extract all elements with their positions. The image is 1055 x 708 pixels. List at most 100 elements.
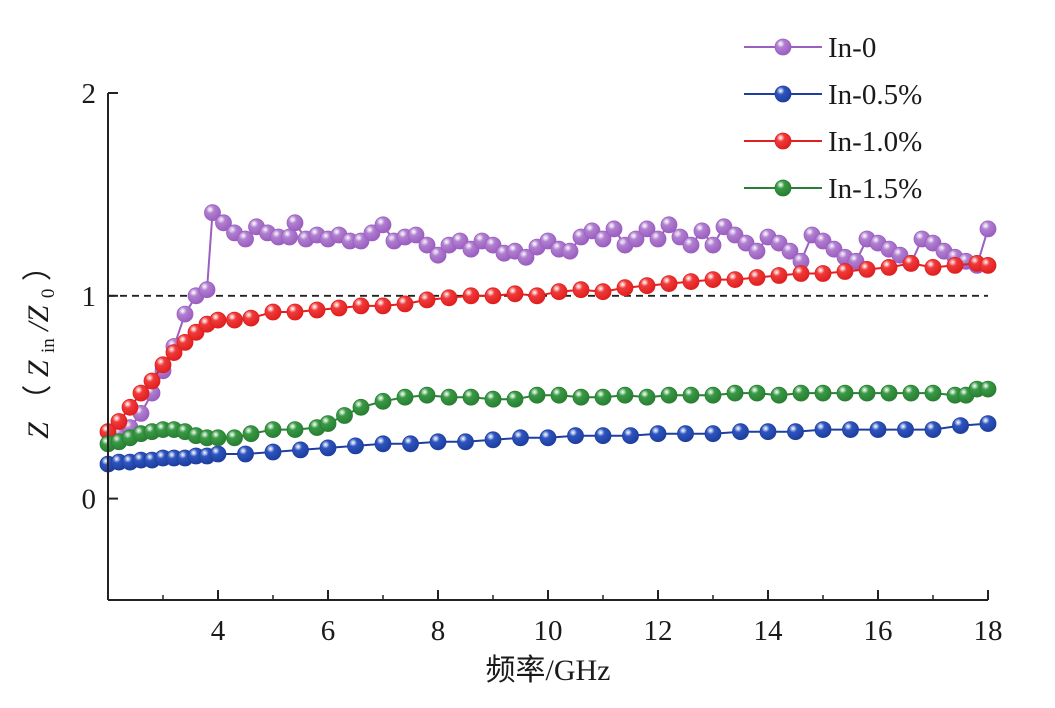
data-point-in-1-0	[374, 297, 392, 315]
data-point-in-1-5	[726, 384, 744, 402]
data-point-in-1-0	[660, 275, 678, 293]
data-point-in-1-0	[462, 287, 480, 305]
data-point-in-0-5	[979, 415, 997, 433]
x-tick-label: 16	[864, 615, 893, 647]
y-axis-symbol: Z	[22, 422, 55, 439]
data-point-in-1-5	[748, 384, 766, 402]
data-point-in-0	[682, 236, 700, 254]
data-point-in-1-0	[979, 256, 997, 274]
data-point-in-0	[561, 242, 579, 260]
data-point-in-1-5	[792, 384, 810, 402]
x-tick-label: 4	[211, 615, 226, 647]
legend-item-in-0: In-0	[744, 32, 876, 64]
data-point-in-0-5	[842, 421, 859, 439]
data-point-in-1-5	[242, 425, 260, 443]
data-point-in-0-5	[457, 433, 474, 451]
series-layer	[99, 204, 997, 473]
data-point-in-1-0	[506, 285, 524, 303]
data-point-in-1-5	[836, 384, 854, 402]
data-point-in-1-5	[770, 386, 788, 404]
data-point-in-1-5	[336, 407, 353, 424]
data-point-in-1-0	[121, 398, 139, 416]
data-point-in-1-5	[572, 388, 590, 406]
data-point-in-1-5	[814, 384, 832, 402]
data-point-in-1-0	[352, 297, 370, 315]
data-point-in-1-0	[132, 384, 150, 402]
data-point-in-0	[627, 230, 645, 248]
legend-item-in-0-5: In-0.5%	[744, 79, 922, 111]
data-point-in-1-0	[154, 356, 172, 374]
data-point-in-0	[704, 236, 722, 254]
x-tick-label: 14	[754, 615, 784, 647]
data-point-in-1-5	[286, 421, 304, 439]
data-point-in-0-5	[924, 421, 942, 439]
data-point-in-1-0	[792, 265, 810, 282]
data-point-in-1-0	[308, 301, 326, 319]
data-point-in-1-5	[374, 392, 392, 410]
data-point-in-1-0	[418, 291, 436, 309]
data-point-in-1-0	[770, 267, 788, 284]
data-point-in-1-0	[528, 287, 546, 305]
data-point-in-0-5	[512, 429, 529, 447]
data-point-in-1-5	[264, 421, 282, 439]
data-point-in-1-5	[616, 386, 634, 404]
data-point-in-0	[237, 230, 254, 248]
legend-label-in-1-0: In-1.0%	[828, 126, 922, 158]
data-point-in-0	[281, 228, 298, 246]
y-tick-label: 0	[82, 484, 97, 516]
data-point-in-1-0	[330, 299, 348, 317]
data-point-in-1-0	[572, 281, 590, 299]
y-tick-label: 1	[82, 281, 97, 313]
data-point-in-1-5	[209, 429, 227, 447]
data-point-in-0-5	[567, 427, 584, 445]
data-point-in-0-5	[952, 417, 969, 435]
data-point-in-1-0	[242, 309, 260, 327]
data-point-in-1-5	[682, 386, 700, 404]
y-axis-sub-in: in	[38, 338, 59, 353]
data-point-in-0-5	[869, 421, 887, 439]
data-point-in-0	[204, 204, 221, 222]
data-point-in-1-0	[209, 311, 227, 329]
data-point-in-0	[660, 216, 678, 234]
series-line-in-1-0	[107, 262, 989, 433]
data-point-in-1-0	[143, 372, 161, 390]
data-point-in-1-5	[528, 386, 546, 404]
data-point-in-0	[781, 242, 799, 260]
data-point-in-1-0	[748, 269, 766, 286]
data-point-in-1-0	[165, 344, 183, 362]
y-axis-title: Z （ Z in /Z 0 ）	[22, 251, 61, 439]
data-point-in-1-0	[616, 279, 634, 297]
data-point-in-0-5	[539, 429, 557, 447]
legend-marker-in-1-5	[774, 179, 792, 197]
data-point-in-0-5	[347, 437, 364, 455]
data-point-in-0	[198, 281, 216, 299]
data-point-in-1-0	[858, 260, 876, 278]
data-point-in-0-5	[209, 445, 227, 463]
y-axis-paren-close: ）	[22, 251, 55, 281]
data-point-in-0	[286, 214, 304, 232]
data-point-in-1-0	[880, 258, 898, 276]
data-point-in-0	[979, 220, 997, 238]
data-point-in-0	[693, 222, 711, 240]
data-point-in-1-5	[352, 398, 370, 416]
data-point-in-1-5	[484, 390, 502, 408]
data-point-in-0	[374, 216, 392, 234]
data-point-in-0-5	[704, 425, 722, 443]
data-point-in-0-5	[374, 435, 392, 453]
data-point-in-1-5	[924, 384, 942, 402]
data-point-in-1-0	[682, 273, 700, 291]
data-point-in-0-5	[594, 427, 612, 445]
data-point-in-1-5	[704, 386, 722, 404]
data-point-in-1-0	[286, 303, 304, 321]
data-point-in-0	[649, 230, 667, 248]
data-point-in-0-5	[292, 441, 309, 459]
series-in-1-5	[99, 380, 997, 453]
legend-label-in-0: In-0	[828, 32, 876, 64]
data-point-in-0	[429, 246, 447, 264]
data-point-in-1-5	[418, 386, 436, 404]
data-point-in-1-5	[506, 390, 524, 408]
data-point-in-0	[215, 214, 232, 232]
data-point-in-1-0	[836, 263, 854, 280]
